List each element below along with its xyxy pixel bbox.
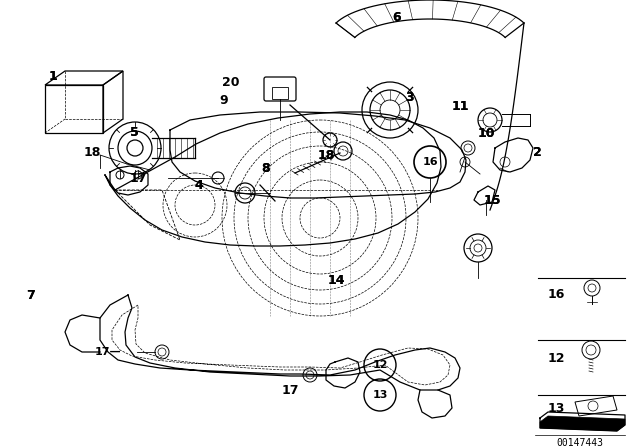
Text: 11: 11 [452, 100, 470, 113]
Text: 9: 9 [220, 94, 228, 108]
Text: 14: 14 [327, 274, 345, 287]
Text: 17—: 17— [95, 347, 122, 357]
Text: 12: 12 [548, 352, 566, 365]
Text: 00147443: 00147443 [557, 438, 604, 448]
Text: 8: 8 [261, 161, 270, 175]
Text: 4: 4 [194, 179, 203, 193]
Text: 16: 16 [548, 289, 565, 302]
Text: 6: 6 [392, 11, 401, 25]
Text: 5: 5 [130, 125, 139, 139]
Text: 18: 18 [317, 149, 335, 163]
Text: 10: 10 [477, 127, 495, 140]
Text: 8: 8 [261, 161, 270, 175]
Text: 11: 11 [452, 100, 470, 113]
Text: 16: 16 [422, 157, 438, 167]
Text: 2: 2 [533, 146, 542, 159]
Text: 1: 1 [49, 69, 58, 83]
Text: 18: 18 [83, 146, 100, 159]
Text: 20: 20 [221, 76, 239, 90]
Text: 5: 5 [130, 125, 139, 139]
Text: 12: 12 [372, 360, 388, 370]
Text: 17: 17 [281, 383, 299, 396]
Text: 15: 15 [484, 194, 502, 207]
Text: 6: 6 [392, 11, 401, 25]
Text: 7: 7 [26, 289, 35, 302]
Text: 7: 7 [26, 289, 35, 302]
Text: 13: 13 [372, 390, 388, 400]
Text: 14: 14 [327, 274, 345, 287]
Text: 17: 17 [129, 172, 147, 185]
Text: 1: 1 [49, 69, 58, 83]
Text: 10: 10 [477, 127, 495, 140]
Text: 18: 18 [317, 149, 335, 163]
Text: 3: 3 [405, 91, 414, 104]
Text: 15: 15 [484, 194, 502, 207]
Text: 4: 4 [194, 179, 203, 193]
Polygon shape [540, 416, 625, 431]
Text: 2: 2 [533, 146, 542, 159]
Text: 3: 3 [405, 91, 414, 104]
Text: 13: 13 [548, 401, 565, 414]
